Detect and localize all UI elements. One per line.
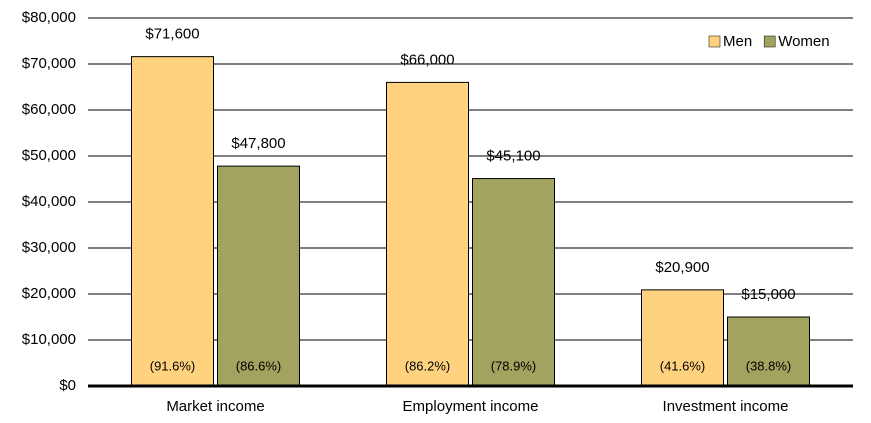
legend-label: Men [723, 33, 752, 50]
share-label: (78.9%) [491, 358, 537, 373]
share-label: (86.6%) [236, 358, 282, 373]
y-tick-label: $60,000 [22, 101, 76, 118]
y-tick-label: $80,000 [22, 9, 76, 26]
x-tick-label: Employment income [403, 398, 539, 415]
y-tick-label: $30,000 [22, 239, 76, 256]
bar [131, 56, 214, 387]
value-label: $71,600 [145, 26, 199, 43]
share-label: (41.6%) [660, 358, 706, 373]
y-tick-label: $70,000 [22, 55, 76, 72]
legend-label: Women [778, 33, 829, 50]
y-tick-label: $10,000 [22, 331, 76, 348]
x-tick-label: Market income [166, 398, 264, 415]
legend-swatch [708, 35, 721, 48]
y-tick-label: $50,000 [22, 147, 76, 164]
value-label: $15,000 [741, 286, 795, 303]
share-label: (91.6%) [150, 358, 196, 373]
bar [386, 81, 469, 387]
x-tick-label: Investment income [663, 398, 789, 415]
share-label: (38.8%) [746, 358, 792, 373]
value-label: $20,900 [655, 259, 709, 276]
y-tick-label: $40,000 [22, 193, 76, 210]
bar [217, 165, 300, 387]
value-label: $47,800 [231, 135, 285, 152]
value-label: $45,100 [486, 148, 540, 165]
share-label: (86.2%) [405, 358, 451, 373]
y-tick-label: $0 [59, 377, 76, 394]
bar [472, 178, 555, 387]
value-label: $66,000 [400, 51, 454, 68]
legend-swatch [763, 35, 776, 48]
bar [727, 316, 810, 387]
y-tick-label: $20,000 [22, 285, 76, 302]
bar [641, 289, 724, 387]
